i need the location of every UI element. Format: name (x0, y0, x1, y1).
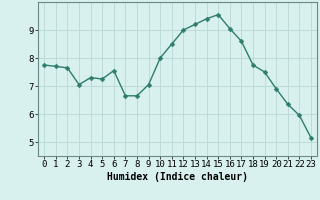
X-axis label: Humidex (Indice chaleur): Humidex (Indice chaleur) (107, 172, 248, 182)
